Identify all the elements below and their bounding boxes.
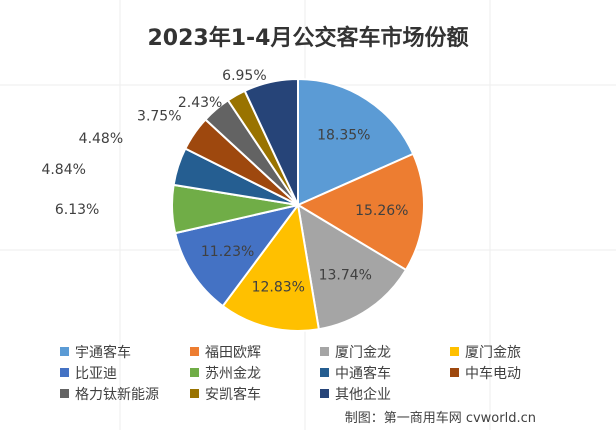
legend-label: 中车电动 (465, 365, 521, 382)
pie-slice-10 (243, 77, 299, 206)
legend-label: 其他企业 (335, 386, 391, 403)
slice-label-9: 2.43% (178, 95, 222, 111)
legend-label: 宇通客车 (75, 344, 131, 361)
pie-slice-4 (173, 203, 301, 308)
legend-swatch (320, 389, 329, 398)
slice-label-10: 6.95% (222, 68, 266, 84)
legend-label: 福田欧辉 (205, 344, 261, 361)
legend-swatch (60, 368, 69, 377)
slice-label-2: 13.74% (319, 267, 372, 283)
legend-item-6: 中通客车 (320, 363, 450, 382)
legend-label: 安凯客车 (205, 386, 261, 403)
legend-swatch (190, 368, 199, 377)
chart-title: 2023年1-4月公交客车市场份额 (147, 26, 469, 51)
legend-item-7: 中车电动 (450, 363, 580, 382)
slice-label-4: 11.23% (201, 244, 254, 260)
legend: 宇通客车 福田欧辉 厦门金龙 厦门金旅比亚迪 苏州金龙 中通客车 中车电动格力钛新能源 安凯客… (60, 342, 580, 403)
slice-label-5: 6.13% (55, 202, 99, 218)
legend-item-8: 格力钛新能源 (60, 384, 190, 403)
legend-item-1: 福田欧辉 (190, 342, 320, 361)
legend-item-4: 比亚迪 (60, 363, 190, 382)
legend-swatch (450, 368, 459, 377)
legend-label: 中通客车 (335, 365, 391, 382)
pie-slice-1 (295, 152, 425, 272)
slice-label-3: 12.83% (252, 280, 305, 296)
legend-swatch (190, 347, 199, 356)
pie-slice-0 (297, 77, 415, 207)
legend-label: 格力钛新能源 (75, 386, 159, 403)
legend-item-5: 苏州金龙 (190, 363, 320, 382)
legend-item-2: 厦门金龙 (320, 342, 450, 361)
slice-label-0: 18.35% (317, 128, 370, 144)
legend-label: 苏州金龙 (205, 365, 261, 382)
legend-item-0: 宇通客车 (60, 342, 190, 361)
credit-text: 制图：第一商用车网 cvworld.cn (344, 411, 536, 426)
legend-item-10: 其他企业 (320, 384, 450, 403)
pie-slice-2 (296, 203, 408, 331)
legend-swatch (450, 347, 459, 356)
legend-swatch (320, 368, 329, 377)
legend-swatch (60, 347, 69, 356)
legend-label: 厦门金旅 (465, 344, 521, 361)
legend-swatch (320, 347, 329, 356)
pie-slice-3 (221, 202, 321, 332)
legend-swatch (190, 389, 199, 398)
slice-label-8: 3.75% (137, 108, 181, 124)
legend-item-3: 厦门金旅 (450, 342, 580, 361)
slice-label-6: 4.84% (41, 162, 85, 178)
legend-swatch (60, 389, 69, 398)
slice-label-7: 4.48% (79, 131, 123, 147)
legend-item-9: 安凯客车 (190, 384, 320, 403)
slice-label-1: 15.26% (355, 203, 408, 219)
legend-label: 厦门金龙 (335, 344, 391, 361)
legend-label: 比亚迪 (75, 365, 117, 382)
